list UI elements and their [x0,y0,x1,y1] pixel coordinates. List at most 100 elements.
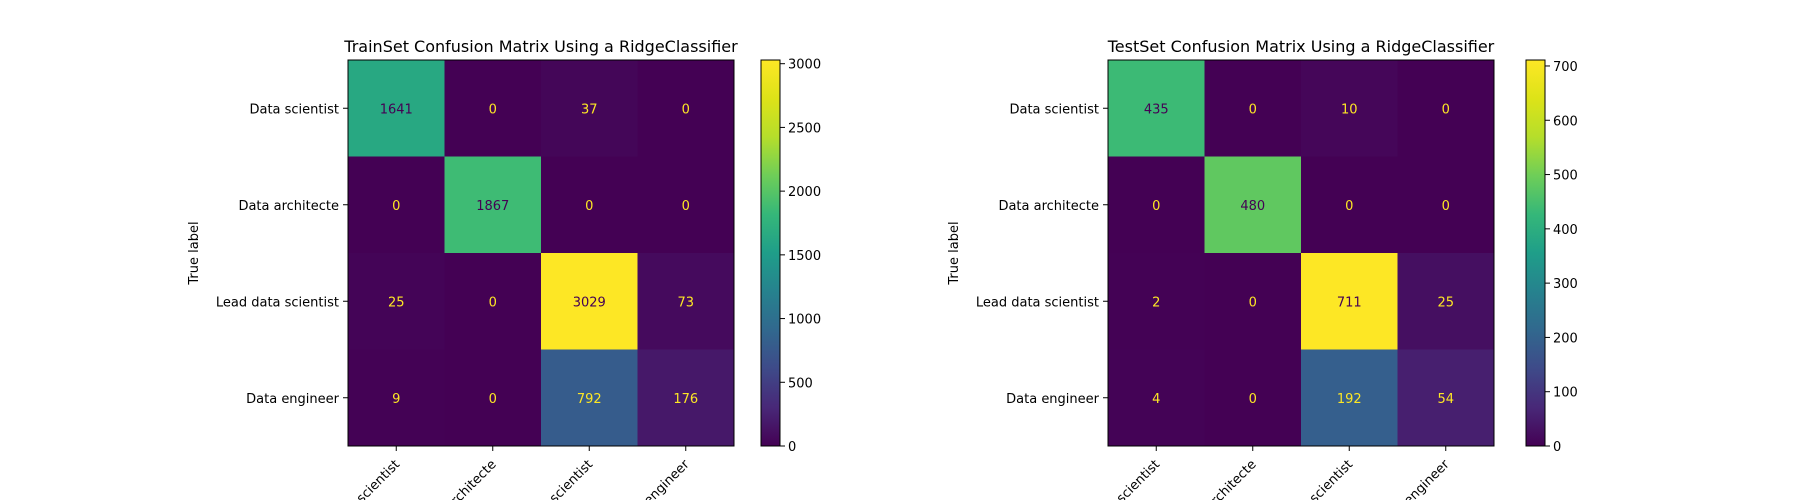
colorbar-tick-label: 0 [788,440,796,455]
cell-value-label: 176 [673,392,698,407]
matrix-cell [541,156,638,254]
y-tick-label: Data engineer [246,392,340,407]
colorbar-tick-label: 500 [788,376,813,391]
y-tick-label: Lead data scientist [976,295,1099,310]
colorbar-tick-label: 700 [1553,60,1578,75]
y-axis-label: True label [947,221,962,285]
matrix-cell [444,60,542,157]
colorbar-tick-label: 600 [1553,114,1578,129]
cell-value-label: 435 [1144,102,1169,117]
x-tick-label: architecte [1203,457,1260,500]
cell-value-label: 0 [1442,199,1450,214]
colorbar-tick-label: 1000 [788,313,821,328]
colorbar-tick-label: 2000 [788,185,821,200]
cell-value-label: 711 [1337,295,1362,310]
matrix-cell [637,156,735,254]
matrix-cell [541,349,638,447]
x-tick-label: scientist [1114,457,1163,500]
colorbar-tick-label: 100 [1553,386,1578,401]
matrix-cell [1301,156,1398,254]
matrix-cell [1397,349,1495,447]
x-tick-label: architecte [443,457,500,500]
cell-value-label: 1867 [476,199,509,214]
cell-value-label: 54 [1437,392,1454,407]
cell-value-label: 25 [1437,295,1454,310]
cell-value-label: 0 [1249,102,1257,117]
colorbar-tick-label: 400 [1553,223,1578,238]
cell-value-label: 1641 [380,102,413,117]
matrix-cell [348,60,445,157]
colorbar-tick-label: 3000 [788,58,821,73]
cell-value-label: 0 [392,199,400,214]
y-tick-label: Data architecte [238,199,339,214]
matrix-cell [348,349,445,447]
matrix-cell [444,156,542,254]
axes-frame [1107,59,1495,447]
matrix-cell [444,253,542,350]
matrix-cell [637,253,735,350]
matrix-cell [1301,253,1398,350]
cell-value-label: 2 [1152,295,1160,310]
colorbar [760,59,781,447]
cell-value-label: 0 [682,199,690,214]
matrix-cell [1397,253,1495,350]
confusion-matrix-train: 1641 0 37 0 0 1867 0 0 25 0 3029 73 9 0 792 176 TrainSet… [187,37,821,500]
matrix-cell [348,156,445,254]
chart-title: TestSet Confusion Matrix Using a RidgeCl… [1107,37,1495,56]
cell-value-label: 0 [682,102,690,117]
matrix-cell [1108,60,1205,157]
cell-value-label: 480 [1240,199,1265,214]
matrix-cell [541,253,638,350]
y-tick-label: Data scientist [249,102,339,117]
y-tick-label: Data architecte [998,199,1099,214]
matrix-cell [1108,156,1205,254]
y-tick-label: Data scientist [1009,102,1099,117]
cell-value-label: 0 [585,199,593,214]
cell-value-label: 37 [581,102,598,117]
matrix-cell [1204,60,1302,157]
cell-value-label: 73 [677,295,694,310]
cell-value-label: 792 [577,392,602,407]
matrix-cell [1204,349,1302,447]
matrix-cell [1108,253,1205,350]
cell-value-label: 0 [489,102,497,117]
cell-value-label: 25 [388,295,405,310]
axes-frame [347,59,735,447]
y-tick-label: Lead data scientist [216,295,339,310]
colorbar [1525,59,1546,447]
matrix-cell [1301,349,1398,447]
cell-value-label: 0 [1249,295,1257,310]
x-tick-label: scientist [1307,457,1356,500]
x-tick-label: engineer [1401,457,1453,500]
cell-value-label: 0 [489,295,497,310]
matrix-cell [1204,253,1302,350]
cell-value-label: 0 [1152,199,1160,214]
cell-value-label: 10 [1341,102,1358,117]
matrix-cell [541,60,638,157]
matrix-cell [637,349,735,447]
cell-value-label: 0 [1442,102,1450,117]
matrix-cell [1204,156,1302,254]
y-axis-label: True label [187,221,202,285]
cell-value-label: 9 [392,392,400,407]
cell-value-label: 3029 [573,295,606,310]
matrix-cell [1397,60,1495,157]
x-tick-label: scientist [547,457,596,500]
y-tick-label: Data engineer [1006,392,1100,407]
matrix-cell [1108,349,1205,447]
x-tick-label: engineer [641,457,693,500]
matrix-cell [348,253,445,350]
colorbar-tick-label: 300 [1553,277,1578,292]
cell-value-label: 0 [489,392,497,407]
colorbar-tick-label: 0 [1553,440,1561,455]
cell-value-label: 0 [1249,392,1257,407]
colorbar-tick-label: 200 [1553,331,1578,346]
cell-value-label: 192 [1337,392,1362,407]
matrix-cell [1397,156,1495,254]
chart-title: TrainSet Confusion Matrix Using a RidgeC… [343,37,738,56]
cell-value-label: 0 [1345,199,1353,214]
matrix-cell [637,60,735,157]
colorbar-tick-label: 2500 [788,121,821,136]
x-tick-label: scientist [354,457,403,500]
